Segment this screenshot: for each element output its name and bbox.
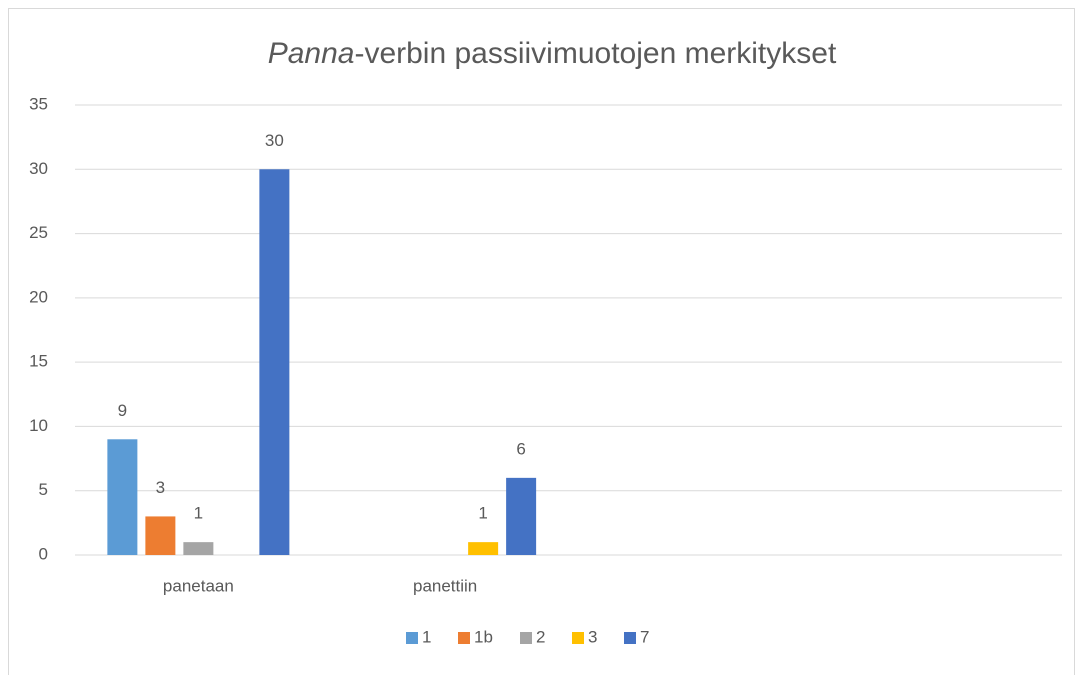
chart-title: Panna-verbin passiivimuotojen merkitykse… <box>268 37 837 70</box>
data-label: 1 <box>478 504 487 523</box>
y-tick-label: 25 <box>29 223 48 242</box>
legend-label: 1 <box>422 627 431 646</box>
legend-swatch <box>458 632 470 644</box>
y-tick-label: 35 <box>29 94 48 113</box>
legend-swatch <box>572 632 584 644</box>
title-run: Panna <box>268 37 355 70</box>
data-label: 1 <box>194 504 203 523</box>
bar <box>506 477 537 555</box>
legend-label: 2 <box>536 627 545 646</box>
data-label: 9 <box>118 401 127 420</box>
y-tick-label: 5 <box>39 480 48 499</box>
legend-swatch <box>406 632 418 644</box>
legend-label: 7 <box>640 627 649 646</box>
y-tick-label: 30 <box>29 159 48 178</box>
bar <box>145 516 176 555</box>
y-tick-label: 10 <box>29 416 48 435</box>
x-tick-label: panetaan <box>163 576 234 595</box>
title-run: -verbin passiivimuotojen merkitykset <box>354 37 836 70</box>
data-label: 30 <box>265 131 284 150</box>
legend-label: 1b <box>474 627 493 646</box>
legend-swatch <box>624 632 636 644</box>
x-tick-label: panettiin <box>413 576 477 595</box>
bar <box>183 542 214 555</box>
y-tick-label: 0 <box>39 544 48 563</box>
legend-swatch <box>520 632 532 644</box>
chart-border <box>8 8 1075 675</box>
data-label: 3 <box>156 478 165 497</box>
y-tick-label: 20 <box>29 287 48 306</box>
y-tick-label: 15 <box>29 352 48 371</box>
bar <box>107 439 138 555</box>
bar <box>468 542 499 555</box>
bar <box>259 169 290 556</box>
data-label: 6 <box>516 439 525 458</box>
legend-label: 3 <box>588 627 597 646</box>
